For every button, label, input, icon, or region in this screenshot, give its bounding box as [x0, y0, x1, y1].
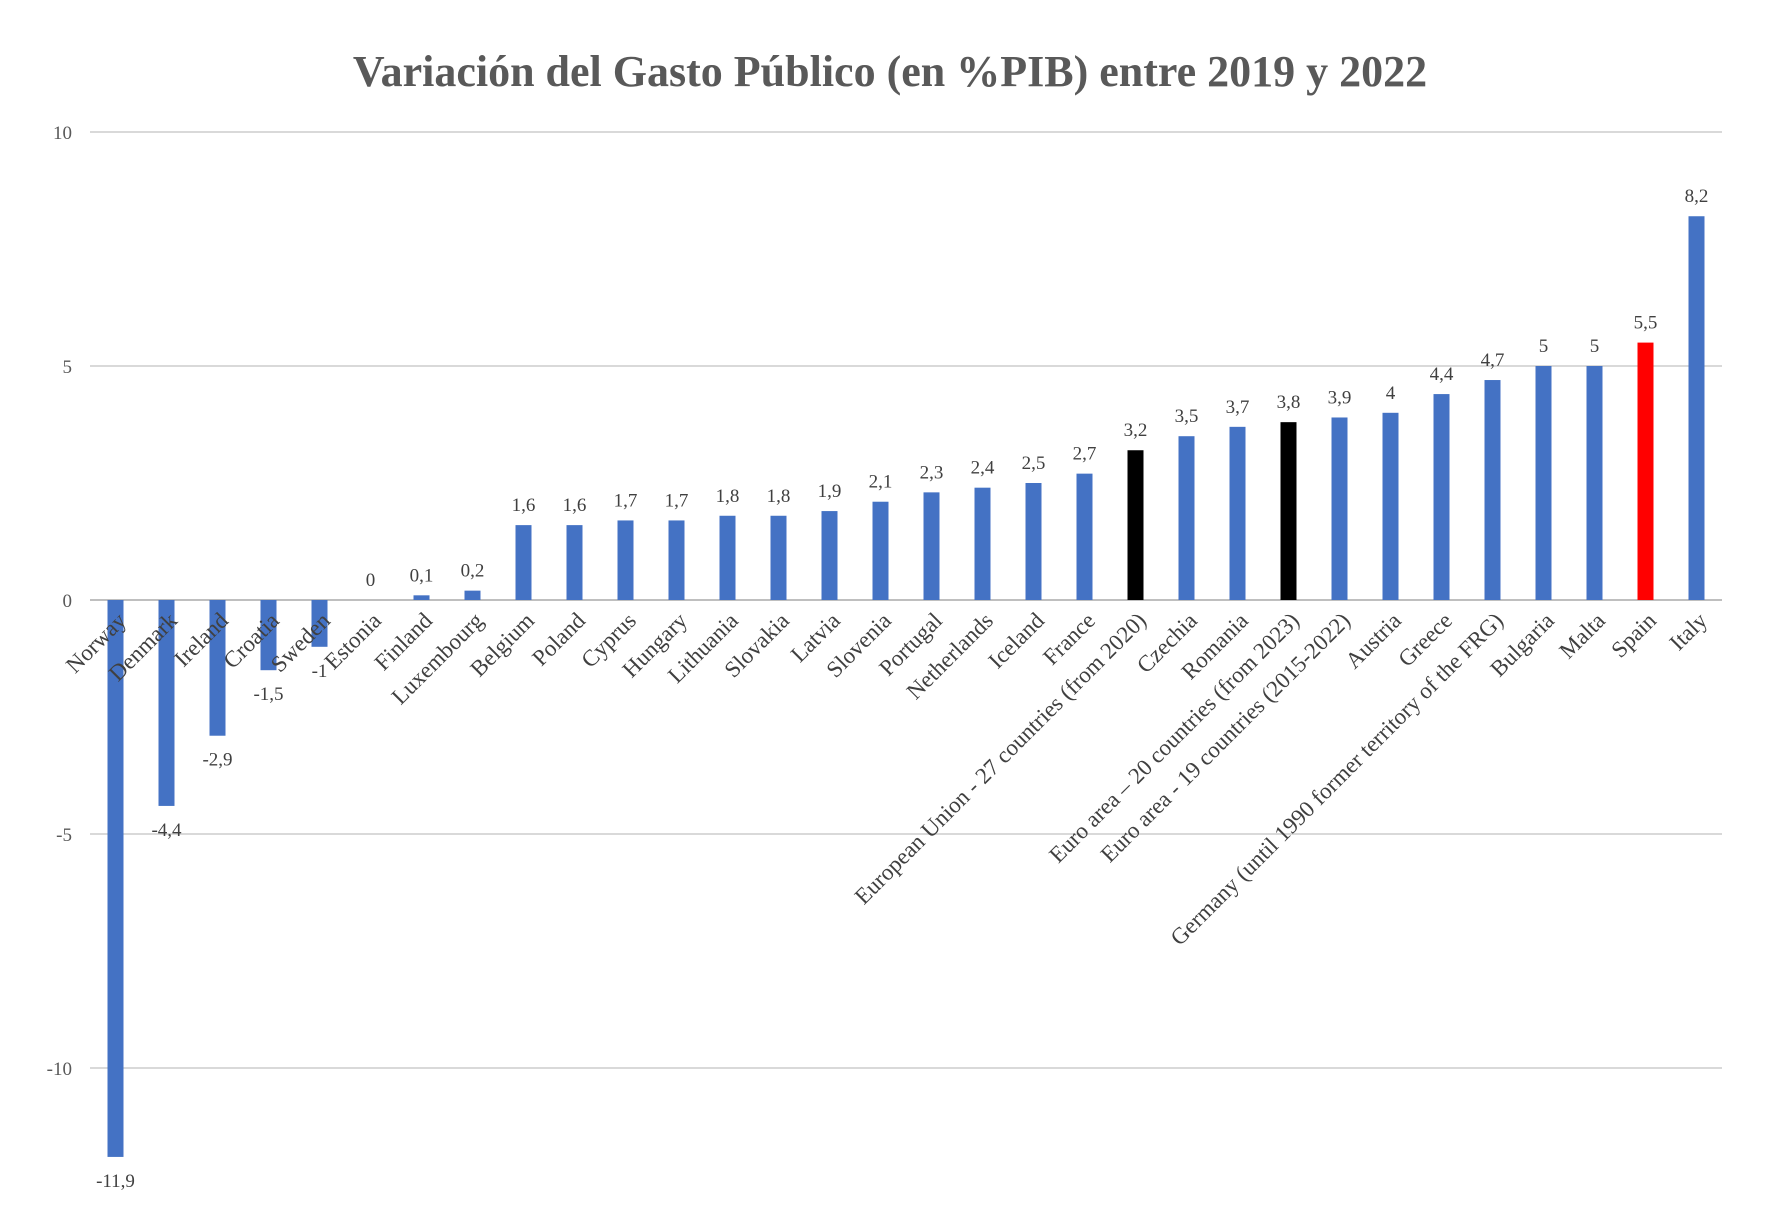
bar [719, 515, 736, 600]
y-tick-label: 0 [63, 591, 73, 612]
data-label: -4,4 [151, 820, 182, 841]
data-label: 1,6 [563, 495, 587, 516]
category-label: Italy [1665, 608, 1713, 656]
bar [1076, 473, 1093, 600]
bar [515, 525, 532, 600]
bar [209, 600, 226, 736]
bar [413, 595, 430, 600]
data-label: 1,7 [665, 490, 689, 511]
bar [668, 520, 685, 600]
bar [821, 511, 838, 600]
data-label: 3,7 [1226, 397, 1250, 418]
bar [974, 487, 991, 600]
category-label: Spain [1606, 608, 1661, 663]
data-label: 5,5 [1634, 313, 1658, 334]
bar [1382, 412, 1399, 600]
data-label: 3,2 [1124, 420, 1148, 441]
bar [1127, 450, 1144, 600]
data-label: 0,2 [461, 561, 485, 582]
data-label: 1,7 [614, 490, 638, 511]
data-label: 2,3 [920, 462, 944, 483]
y-tick-label: 10 [53, 123, 72, 144]
bar [1433, 394, 1450, 600]
data-label: 5 [1539, 336, 1549, 357]
bar [872, 501, 889, 600]
data-label: -1,5 [253, 684, 283, 705]
bar [923, 492, 940, 600]
bar [260, 600, 277, 671]
bar [1178, 436, 1195, 600]
category-label: Iceland [983, 608, 1049, 674]
label-layer: -11,9Norway-4,4Denmark-2,9Ireland-1,5Cro… [61, 186, 1712, 1192]
data-label: 2,5 [1022, 453, 1046, 474]
data-label: 4 [1386, 383, 1396, 404]
bar [464, 590, 481, 600]
chart-title: Variación del Gasto Público (en %PIB) en… [353, 47, 1427, 96]
data-label: -1 [312, 661, 328, 682]
bar [1280, 422, 1297, 600]
bar [617, 520, 634, 600]
data-label: 1,8 [716, 486, 740, 507]
bar [107, 600, 124, 1157]
data-label: 1,6 [512, 495, 536, 516]
category-label: Austria [1340, 608, 1406, 674]
bar [1331, 417, 1348, 600]
data-label: -2,9 [202, 750, 232, 771]
bar [311, 600, 328, 647]
data-label: 3,8 [1277, 392, 1301, 413]
data-label: 2,4 [971, 458, 995, 479]
category-label: Malta [1554, 608, 1610, 664]
data-label: 1,8 [767, 486, 791, 507]
data-label: 8,2 [1685, 186, 1709, 207]
data-label: 0,1 [410, 565, 434, 586]
bar [1484, 380, 1501, 600]
category-label: Poland [527, 608, 590, 671]
data-label: 1,9 [818, 481, 842, 502]
y-tick-label: -5 [56, 825, 72, 846]
y-tick-label: -10 [47, 1059, 72, 1080]
bar [1025, 483, 1042, 600]
data-label: 2,7 [1073, 444, 1097, 465]
data-label: 0 [366, 570, 376, 591]
bar-layer [107, 216, 1705, 1157]
bar [1688, 216, 1705, 601]
data-label: 4,4 [1430, 364, 1454, 385]
data-label: 3,5 [1175, 406, 1199, 427]
bar [1586, 366, 1603, 600]
data-label: 4,7 [1481, 350, 1505, 371]
data-label: -11,9 [96, 1171, 135, 1192]
bar [1637, 342, 1654, 600]
y-tick-label: 5 [63, 357, 73, 378]
data-label: 3,9 [1328, 387, 1352, 408]
bar [158, 600, 175, 806]
bar [1535, 366, 1552, 600]
bar [770, 515, 787, 600]
bar [566, 525, 583, 600]
data-label: 5 [1590, 336, 1600, 357]
data-label: 2,1 [869, 472, 893, 493]
bar [1229, 426, 1246, 600]
